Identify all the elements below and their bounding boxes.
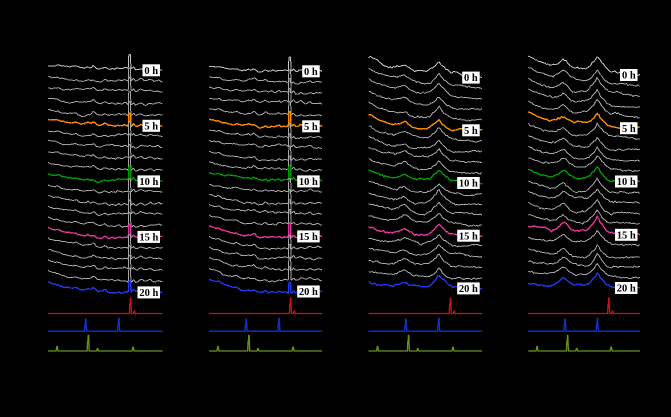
svg-text:20 h: 20 h — [459, 284, 478, 295]
svg-text:0 h: 0 h — [622, 71, 636, 82]
svg-text:10 h: 10 h — [299, 177, 318, 188]
svg-text:5 h: 5 h — [464, 126, 478, 137]
svg-text:10 h: 10 h — [139, 177, 158, 188]
svg-text:15 h: 15 h — [459, 231, 478, 242]
svg-text:5 h: 5 h — [622, 124, 636, 135]
svg-text:10 h: 10 h — [617, 177, 636, 188]
svg-text:10 h: 10 h — [459, 179, 478, 190]
svg-text:15 h: 15 h — [617, 230, 636, 241]
svg-text:5 h: 5 h — [304, 122, 318, 133]
svg-text:20 h: 20 h — [299, 287, 318, 298]
svg-text:0 h: 0 h — [304, 67, 318, 78]
svg-text:20 h: 20 h — [617, 284, 636, 295]
svg-text:15 h: 15 h — [139, 233, 158, 244]
svg-text:5 h: 5 h — [144, 121, 158, 132]
svg-text:15 h: 15 h — [299, 232, 318, 243]
svg-text:0 h: 0 h — [464, 73, 478, 84]
svg-text:0 h: 0 h — [144, 66, 158, 77]
svg-text:20 h: 20 h — [139, 288, 158, 299]
